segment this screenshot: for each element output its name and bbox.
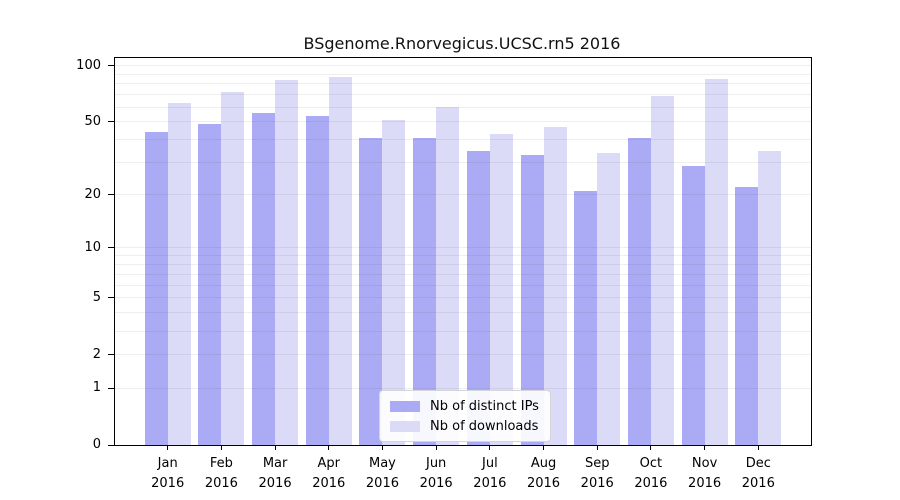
- y-axis-tick-label: 5: [92, 289, 101, 305]
- year-label: 2016: [151, 476, 185, 491]
- bar-nb-of-downloads: [758, 150, 782, 445]
- x-axis-tick: [435, 445, 437, 450]
- legend-swatch: [390, 400, 420, 412]
- y-axis-tick: [108, 65, 114, 67]
- plot-area: Nb of distinct IPs Nb of downloads 100 50 2…: [76, 57, 812, 491]
- month-label: Jul: [482, 456, 498, 471]
- bar-nb-of-downloads: [167, 103, 191, 445]
- month-label: Jun: [425, 456, 447, 471]
- y-axis-tick-label: 1: [92, 380, 101, 396]
- x-axis-tick: [381, 445, 383, 450]
- year-label: 2016: [741, 476, 775, 491]
- x-axis-tick: [167, 445, 169, 450]
- x-axis-tick: [757, 445, 759, 450]
- bar-nb-of-distinct-ips: [681, 165, 705, 445]
- month-label: Nov: [691, 456, 718, 471]
- bar-nb-of-distinct-ips: [305, 115, 329, 445]
- month-label: May: [369, 456, 396, 471]
- x-axis-tick-label: Jan 2016: [136, 454, 200, 494]
- y-axis-tick: [108, 297, 114, 299]
- bar-nb-of-distinct-ips: [198, 123, 222, 445]
- x-axis-tick: [489, 445, 491, 450]
- x-axis-tick: [596, 445, 598, 450]
- legend-label: Nb of distinct IPs: [430, 398, 539, 414]
- bar-nb-of-downloads: [221, 92, 245, 445]
- y-axis-tick: [108, 194, 114, 196]
- legend: Nb of distinct IPs Nb of downloads: [379, 390, 551, 442]
- bar-nb-of-distinct-ips: [520, 155, 544, 445]
- x-axis-tick-label: Feb 2016: [189, 454, 253, 494]
- x-axis-tick-label: Jun 2016: [404, 454, 468, 494]
- x-axis-tick-label: Aug 2016: [512, 454, 576, 494]
- x-axis-tick: [650, 445, 652, 450]
- year-label: 2016: [473, 476, 507, 491]
- bar-nb-of-downloads: [382, 120, 406, 445]
- y-axis-tick: [108, 387, 114, 389]
- legend-item: Nb of distinct IPs: [390, 396, 539, 416]
- year-label: 2016: [419, 476, 453, 491]
- month-label: Aug: [530, 456, 557, 471]
- bar-nb-of-distinct-ips: [144, 132, 168, 445]
- x-axis-tick-label: Nov 2016: [673, 454, 737, 494]
- x-axis-tick: [220, 445, 222, 450]
- x-axis-tick-label: Sep 2016: [565, 454, 629, 494]
- y-axis-tick: [108, 444, 114, 446]
- bar-nb-of-distinct-ips: [627, 137, 651, 445]
- x-axis-tick: [543, 445, 545, 450]
- y-axis-tick: [108, 121, 114, 123]
- year-label: 2016: [258, 476, 292, 491]
- y-axis-tick-label: 20: [84, 186, 101, 202]
- y-axis-tick: [108, 247, 114, 249]
- year-label: 2016: [634, 476, 668, 491]
- year-label: 2016: [312, 476, 346, 491]
- bar-nb-of-downloads: [328, 77, 352, 445]
- x-axis-tick-label: Oct 2016: [619, 454, 683, 494]
- bar-nb-of-downloads: [436, 107, 460, 445]
- x-axis-tick: [704, 445, 706, 450]
- bar-nb-of-downloads: [704, 78, 728, 445]
- bar-nb-of-downloads: [275, 79, 299, 445]
- bar-nb-of-distinct-ips: [466, 150, 490, 445]
- x-axis-tick-label: Dec 2016: [726, 454, 790, 494]
- x-axis-tick-label: Apr 2016: [297, 454, 361, 494]
- bar-nb-of-downloads: [489, 134, 513, 445]
- year-label: 2016: [580, 476, 614, 491]
- legend-item: Nb of downloads: [390, 416, 539, 436]
- x-axis-tick: [328, 445, 330, 450]
- month-label: Feb: [209, 456, 233, 471]
- year-label: 2016: [688, 476, 722, 491]
- y-axis-tick: [108, 354, 114, 356]
- year-label: 2016: [204, 476, 238, 491]
- year-label: 2016: [365, 476, 399, 491]
- month-label: Apr: [317, 456, 341, 471]
- month-label: Jan: [157, 456, 178, 471]
- bar-nb-of-distinct-ips: [574, 191, 598, 445]
- month-label: Dec: [745, 456, 771, 471]
- y-axis-tick-label: 100: [76, 57, 101, 73]
- y-axis-tick-label: 0: [92, 437, 101, 452]
- chart-title: BSgenome.Rnorvegicus.UCSC.rn5 2016: [303, 34, 621, 53]
- x-axis-tick-label: May 2016: [350, 454, 414, 494]
- y-axis-tick-label: 2: [92, 346, 101, 362]
- x-axis-tick: [274, 445, 276, 450]
- bar-nb-of-downloads: [650, 95, 674, 445]
- y-axis-tick-label: 50: [84, 113, 101, 129]
- bar-nb-of-distinct-ips: [735, 187, 759, 445]
- month-label: Oct: [639, 456, 663, 471]
- bar-nb-of-distinct-ips: [252, 112, 276, 445]
- legend-swatch: [390, 420, 420, 432]
- bar-nb-of-distinct-ips: [413, 137, 437, 445]
- year-label: 2016: [526, 476, 561, 491]
- bar-nb-of-downloads: [543, 126, 567, 445]
- bars-layer: [115, 58, 811, 445]
- x-axis-tick-label: Jul 2016: [458, 454, 522, 494]
- x-axis-tick-label: Mar 2016: [243, 454, 307, 494]
- legend-label: Nb of downloads: [430, 418, 539, 434]
- month-label: Sep: [584, 456, 610, 471]
- bar-nb-of-downloads: [597, 152, 621, 445]
- month-label: Mar: [262, 456, 288, 471]
- y-axis-tick-label: 10: [84, 239, 101, 255]
- bar-nb-of-distinct-ips: [359, 137, 383, 445]
